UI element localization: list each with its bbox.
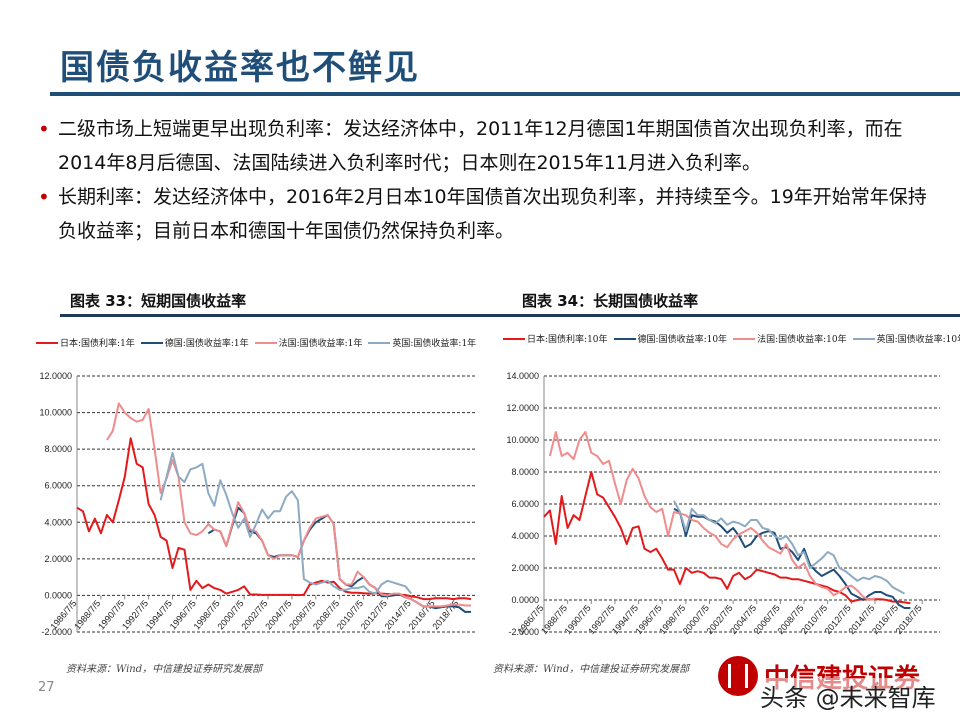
svg-text:-2.0000: -2.0000 xyxy=(508,627,539,637)
legend-swatch-icon xyxy=(36,341,58,344)
page-number: 27 xyxy=(38,680,55,695)
legend-label: 德国:国债收益率:10年 xyxy=(637,335,728,345)
citic-logo-icon xyxy=(718,656,758,696)
bullet-item: • 长期利率：发达经济体中，2016年2月日本10年国债首次出现负利率，并持续至… xyxy=(36,180,936,248)
svg-text:8.0000: 8.0000 xyxy=(44,444,72,454)
bullet-text: 二级市场上短端更早出现负利率：发达经济体中，2011年12月德国1年期国债首次出… xyxy=(58,118,903,174)
svg-text:0.0000: 0.0000 xyxy=(44,590,72,600)
bullet-list: • 二级市场上短端更早出现负利率：发达经济体中，2011年12月德国1年期国债首… xyxy=(36,112,936,248)
svg-text:12.0000: 12.0000 xyxy=(506,403,539,413)
legend-swatch-icon xyxy=(503,337,525,340)
legend-label: 日本:国债利率:10年 xyxy=(527,335,608,345)
legend-item: 英国:国债收益率:1年 xyxy=(368,336,476,349)
legend-swatch-icon xyxy=(140,341,163,344)
chart-title-short-term: 图表 33：短期国债收益率 xyxy=(70,292,247,310)
title-divider xyxy=(50,92,960,96)
chart-source-short-term: 资料来源：Wind，中信建投证券研究发展部 xyxy=(66,664,263,675)
chart-title-long-term: 图表 34：长期国债收益率 xyxy=(522,292,699,310)
svg-text:4.0000: 4.0000 xyxy=(44,517,72,527)
chart-title-divider xyxy=(60,314,490,317)
legend-label: 法国:国债收益率:1年 xyxy=(278,339,363,349)
legend-label: 德国:国债收益率:1年 xyxy=(164,339,249,349)
legend-item: 德国:国债收益率:10年 xyxy=(613,332,728,345)
page-title: 国债负收益率也不鲜见 xyxy=(60,48,420,88)
svg-text:10.0000: 10.0000 xyxy=(506,435,539,445)
svg-text:8.0000: 8.0000 xyxy=(511,467,539,477)
svg-text:12.0000: 12.0000 xyxy=(39,371,72,381)
legend-label: 英国:国债收益率:1年 xyxy=(392,339,477,349)
legend-item: 法国:国债收益率:10年 xyxy=(733,332,847,345)
legend-swatch-icon xyxy=(613,337,636,340)
svg-text:6.0000: 6.0000 xyxy=(511,499,539,509)
legend-item: 日本:国债利率:10年 xyxy=(503,332,608,345)
legend-swatch-icon xyxy=(368,341,391,344)
bullet-dot-icon: • xyxy=(38,117,50,141)
svg-text:10.0000: 10.0000 xyxy=(39,408,72,418)
chart-source-long-term: 资料来源：Wind，中信建投证券研究发展部 xyxy=(493,664,690,675)
svg-text:-2.0000: -2.0000 xyxy=(41,627,72,637)
legend-swatch-icon xyxy=(852,337,875,340)
bullet-dot-icon: • xyxy=(38,185,50,209)
chart-legend-short-term: 日本:国债利率:1年 德国:国债收益率:1年 法国:国债收益率:1年 英国:国债收益率… xyxy=(36,336,476,349)
legend-item: 英国:国债收益率:10年 xyxy=(852,332,960,345)
legend-item: 法国:国债收益率:1年 xyxy=(254,336,363,349)
legend-item: 日本:国债利率:1年 xyxy=(36,336,135,349)
svg-text:2.0000: 2.0000 xyxy=(44,554,72,564)
chart-short-term: 12.0000 10.0000 8.0000 6.0000 4.0000 2.0000 0.… xyxy=(39,371,477,637)
svg-text:6.0000: 6.0000 xyxy=(44,481,72,491)
legend-label: 法国:国债收益率:10年 xyxy=(757,335,847,345)
bullet-text: 长期利率：发达经济体中，2016年2月日本10年国债首次出现负利率，并持续至今。… xyxy=(58,186,927,242)
svg-text:4.0000: 4.0000 xyxy=(511,531,539,541)
legend-swatch-icon xyxy=(254,341,277,344)
bullet-item: • 二级市场上短端更早出现负利率：发达经济体中，2011年12月德国1年期国债首… xyxy=(36,112,936,180)
legend-item: 德国:国债收益率:1年 xyxy=(140,336,249,349)
chart-long-term: 14.0000 12.0000 10.0000 8.0000 6.0000 4.0000 2… xyxy=(506,371,940,637)
chart-legend-long-term: 日本:国债利率:10年 德国:国债收益率:10年 法国:国债收益率:10年 英国:国债… xyxy=(503,332,960,345)
svg-text:14.0000: 14.0000 xyxy=(506,371,539,381)
svg-text:0.0000: 0.0000 xyxy=(511,595,539,605)
legend-swatch-icon xyxy=(733,337,756,340)
svg-text:2.0000: 2.0000 xyxy=(511,563,539,573)
watermark: 头条 @未来智库 xyxy=(760,678,936,713)
legend-label: 英国:国债收益率:10年 xyxy=(876,335,960,345)
legend-label: 日本:国债利率:1年 xyxy=(60,339,135,349)
chart-title-divider xyxy=(490,314,960,317)
